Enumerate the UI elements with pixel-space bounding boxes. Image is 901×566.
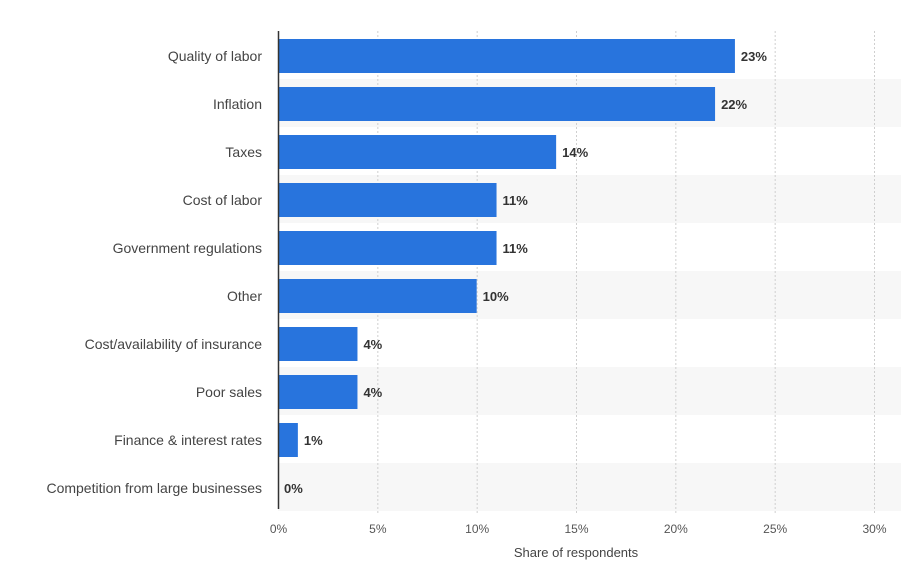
x-tick-label: 25% [763, 522, 787, 536]
x-axis-title: Share of respondents [514, 545, 639, 560]
data-label: 22% [721, 97, 747, 112]
bar[interactable] [278, 375, 358, 409]
bar[interactable] [278, 279, 477, 313]
bar[interactable] [278, 423, 298, 457]
category-label: Cost/availability of insurance [85, 336, 263, 352]
category-label: Competition from large businesses [46, 480, 262, 496]
row-band [278, 367, 901, 415]
row-band [278, 463, 901, 511]
bar[interactable] [278, 135, 557, 169]
data-label: 11% [503, 241, 529, 256]
category-label: Other [227, 288, 262, 304]
x-tick-label: 20% [664, 522, 688, 536]
category-label: Poor sales [196, 384, 262, 400]
category-label: Government regulations [113, 240, 262, 256]
data-label: 1% [304, 433, 323, 448]
category-label: Finance & interest rates [114, 432, 262, 448]
data-label: 11% [503, 193, 529, 208]
data-label: 4% [363, 385, 382, 400]
x-tick-label: 15% [564, 522, 588, 536]
bar[interactable] [278, 87, 716, 121]
data-label: 0% [284, 481, 303, 496]
row-bands [278, 79, 901, 511]
data-label: 10% [483, 289, 509, 304]
data-label: 4% [363, 337, 382, 352]
x-tick-label: 0% [270, 522, 288, 536]
data-label: 23% [741, 49, 767, 64]
x-tick-labels: 0% 5% 10% 15% 20% 25% 30% [270, 522, 887, 536]
data-label: 14% [562, 145, 588, 160]
value-labels: 23% 22% 14% 11% 11% 10% 4% 4% 1% 0% [284, 49, 767, 496]
category-label: Inflation [213, 96, 262, 112]
bar[interactable] [278, 327, 358, 361]
bar[interactable] [278, 231, 497, 265]
category-label: Quality of labor [168, 48, 262, 64]
bars [278, 39, 735, 457]
bar[interactable] [278, 39, 735, 73]
category-label: Cost of labor [183, 192, 263, 208]
category-labels: Quality of labor Inflation Taxes Cost of la… [46, 48, 262, 496]
bar[interactable] [278, 183, 497, 217]
x-tick-label: 30% [862, 522, 886, 536]
x-tick-label: 5% [369, 522, 387, 536]
x-tick-label: 10% [465, 522, 489, 536]
category-label: Taxes [225, 144, 262, 160]
